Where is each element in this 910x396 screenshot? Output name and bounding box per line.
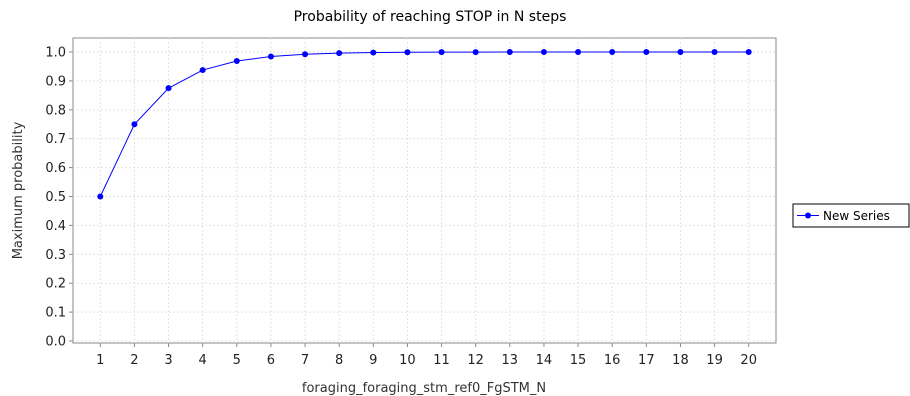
data-point: [267, 53, 274, 60]
data-point: [199, 67, 206, 74]
series-layer: [97, 49, 752, 200]
data-point: [472, 49, 479, 56]
x-tick-label: 11: [433, 353, 450, 368]
data-point: [609, 49, 616, 56]
y-axis-ticks: 0.0 0.1 0.2 0.3 0.4 0.5 0.6 0.7 0.8 0.9 1.0: [45, 46, 73, 350]
data-point: [302, 51, 309, 58]
data-point: [711, 49, 718, 56]
x-tick-label: 5: [233, 353, 241, 368]
legend: New Series: [792, 203, 910, 228]
y-tick-label: 0.2: [45, 277, 66, 292]
x-tick-label: 13: [502, 353, 519, 368]
x-tick-label: 19: [706, 353, 723, 368]
y-tick-label: 0.6: [45, 161, 66, 176]
legend-series-label: New Series: [823, 209, 890, 223]
y-tick-label: 0.4: [45, 219, 66, 234]
x-tick-label: 3: [164, 353, 172, 368]
legend-series-marker: [805, 212, 811, 219]
grid-lines: [73, 38, 776, 343]
data-point: [677, 49, 684, 56]
chart-title: Probability of reaching STOP in N steps: [294, 9, 567, 25]
x-tick-label: 8: [335, 353, 343, 368]
x-tick-label: 6: [267, 353, 275, 368]
y-tick-label: 0.1: [45, 306, 66, 321]
y-tick-label: 0.3: [45, 248, 66, 263]
data-point: [438, 49, 445, 56]
x-tick-label: 10: [399, 353, 416, 368]
x-tick-label: 14: [536, 353, 553, 368]
data-point: [404, 49, 411, 56]
x-tick-label: 16: [604, 353, 621, 368]
data-point: [131, 121, 138, 128]
x-tick-label: 17: [638, 353, 655, 368]
data-point: [336, 50, 343, 57]
y-tick-label: 0.0: [45, 335, 66, 350]
y-tick-label: 0.5: [45, 190, 66, 205]
data-point: [745, 49, 752, 56]
x-axis-ticks: 1 2 3 4 5 6 7 8 9 10 11 12 13 14 15 16 17 18 19 20: [96, 343, 757, 368]
y-tick-label: 1.0: [45, 46, 66, 61]
x-tick-label: 12: [467, 353, 484, 368]
x-tick-label: 15: [570, 353, 587, 368]
y-tick-label: 0.7: [45, 132, 66, 147]
data-point: [575, 49, 582, 56]
y-tick-label: 0.8: [45, 103, 66, 118]
data-point: [165, 85, 172, 92]
x-tick-label: 1: [96, 353, 104, 368]
data-point: [233, 58, 240, 65]
x-tick-label: 4: [199, 353, 207, 368]
x-tick-label: 2: [130, 353, 138, 368]
data-point: [506, 49, 513, 56]
x-tick-label: 7: [301, 353, 309, 368]
x-axis-label: foraging_foraging_stm_ref0_FgSTM_N: [302, 381, 546, 396]
data-point: [370, 49, 377, 56]
data-point: [97, 193, 104, 200]
plot-area: [72, 37, 777, 344]
data-point: [643, 49, 650, 56]
y-tick-label: 0.9: [45, 74, 66, 89]
series-line: [99, 51, 749, 197]
x-tick-label: 18: [672, 353, 689, 368]
legend-box: [792, 203, 910, 228]
data-point: [540, 49, 547, 56]
y-axis-label: Maximum probability: [11, 121, 26, 259]
x-tick-label: 9: [369, 353, 377, 368]
x-tick-label: 20: [740, 353, 757, 368]
